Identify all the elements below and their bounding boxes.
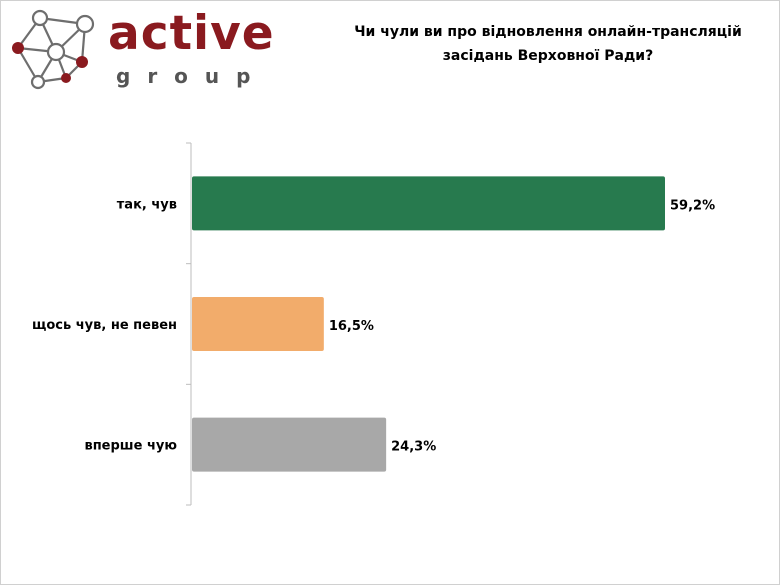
network-logo-icon	[12, 9, 95, 90]
chart-title: Чи чули ви про відновлення онлайн-трансл…	[354, 24, 742, 64]
category-label: вперше чую	[84, 439, 177, 454]
bars-group	[192, 176, 665, 472]
logo-wordmark: active	[108, 6, 275, 61]
value-labels: 59,2% 16,5% 24,3%	[329, 198, 715, 454]
bar	[192, 297, 324, 351]
value-label: 24,3%	[391, 440, 436, 455]
category-labels: так, чув щось чув, не певен вперше чую	[32, 197, 177, 453]
category-label: так, чув	[117, 197, 177, 212]
value-label: 16,5%	[329, 319, 374, 334]
value-label: 59,2%	[670, 198, 715, 213]
bar	[192, 417, 387, 472]
active-group-logo: active group	[8, 6, 274, 94]
logo-subtitle: group	[116, 64, 268, 88]
axis-ticks	[186, 142, 191, 506]
bar	[192, 176, 665, 231]
category-label: щось чув, не певен	[32, 318, 177, 333]
